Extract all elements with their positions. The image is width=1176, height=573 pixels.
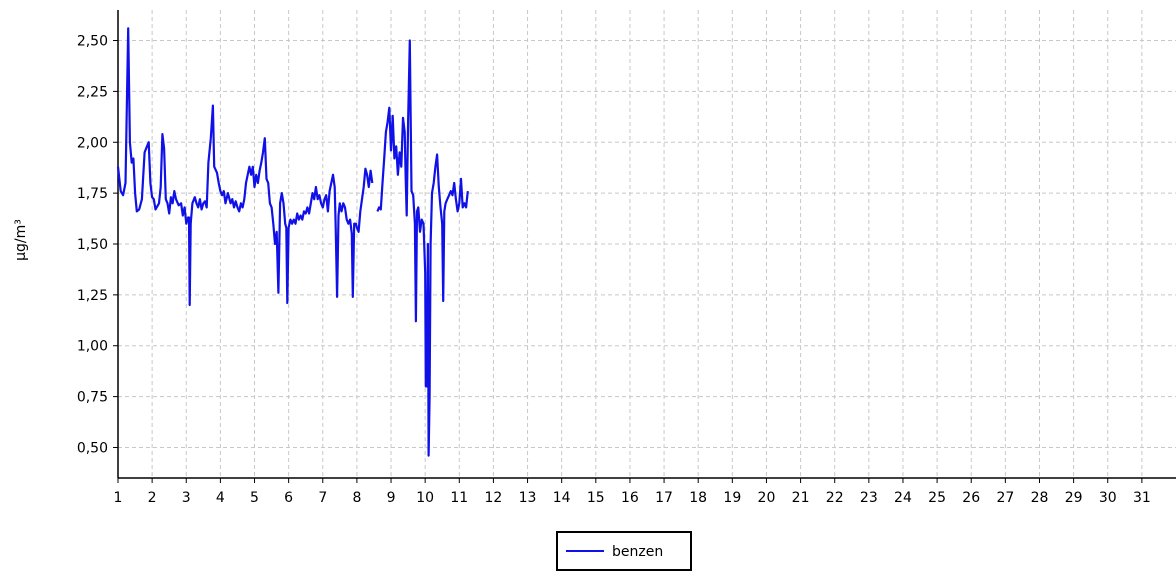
x-tick-label: 24 bbox=[894, 490, 912, 506]
x-tick-label: 19 bbox=[723, 490, 741, 506]
x-tick-label: 26 bbox=[962, 490, 980, 506]
x-tick-label: 10 bbox=[416, 490, 434, 506]
x-tick-label: 21 bbox=[792, 490, 810, 506]
x-tick-label: 6 bbox=[284, 490, 293, 506]
x-tick-label: 7 bbox=[318, 490, 327, 506]
x-tick-label: 22 bbox=[826, 490, 844, 506]
x-tick-label: 1 bbox=[114, 490, 123, 506]
y-tick-label: 1,75 bbox=[77, 186, 108, 202]
y-tick-label: 0,50 bbox=[77, 440, 108, 456]
x-tick-label: 15 bbox=[587, 490, 605, 506]
y-tick-label: 2,25 bbox=[77, 84, 108, 100]
x-tick-label: 3 bbox=[182, 490, 191, 506]
x-tick-label: 31 bbox=[1133, 490, 1151, 506]
x-tick-label: 12 bbox=[485, 490, 503, 506]
y-tick-label: 2,00 bbox=[77, 135, 108, 151]
x-tick-label: 9 bbox=[387, 490, 396, 506]
x-tick-label: 13 bbox=[519, 490, 537, 506]
legend: benzen bbox=[556, 531, 692, 571]
y-tick-label: 1,25 bbox=[77, 288, 108, 304]
grid bbox=[118, 10, 1176, 478]
x-tick-label: 23 bbox=[860, 490, 878, 506]
x-tick-label: 5 bbox=[250, 490, 259, 506]
x-tick-label: 25 bbox=[928, 490, 946, 506]
x-tick-label: 16 bbox=[621, 490, 639, 506]
legend-label: benzen bbox=[612, 544, 663, 560]
x-tick-label: 27 bbox=[996, 490, 1014, 506]
y-tick-label: 1,00 bbox=[77, 339, 108, 355]
x-tick-label: 2 bbox=[148, 490, 157, 506]
x-tick-label: 29 bbox=[1065, 490, 1083, 506]
x-tick-label: 4 bbox=[216, 490, 225, 506]
y-axis-label: µg/m³ bbox=[13, 219, 29, 261]
y-axis: 0,50 0,75 1,00 1,25 1,50 1,75 2,00 2,25 2,50 bbox=[77, 34, 118, 456]
x-tick-label: 11 bbox=[450, 490, 468, 506]
x-tick-label: 18 bbox=[689, 490, 707, 506]
x-axis: 1 2 3 4 5 6 7 8 9 10 11 12 13 14 15 16 17 18 19 20 21 22 23 24 2… bbox=[114, 478, 1151, 506]
x-tick-label: 20 bbox=[758, 490, 776, 506]
series-layer bbox=[116, 27, 469, 457]
y-tick-label: 0,75 bbox=[77, 390, 108, 406]
x-tick-label: 14 bbox=[553, 490, 571, 506]
y-tick-label: 2,50 bbox=[77, 34, 108, 50]
series-line-benzen-0 bbox=[116, 27, 374, 307]
x-tick-label: 28 bbox=[1031, 490, 1049, 506]
y-tick-label: 1,50 bbox=[77, 237, 108, 253]
series-line-benzen-1 bbox=[376, 39, 469, 457]
x-tick-label: 17 bbox=[655, 490, 673, 506]
x-tick-label: 30 bbox=[1099, 490, 1117, 506]
x-tick-label: 8 bbox=[352, 490, 361, 506]
